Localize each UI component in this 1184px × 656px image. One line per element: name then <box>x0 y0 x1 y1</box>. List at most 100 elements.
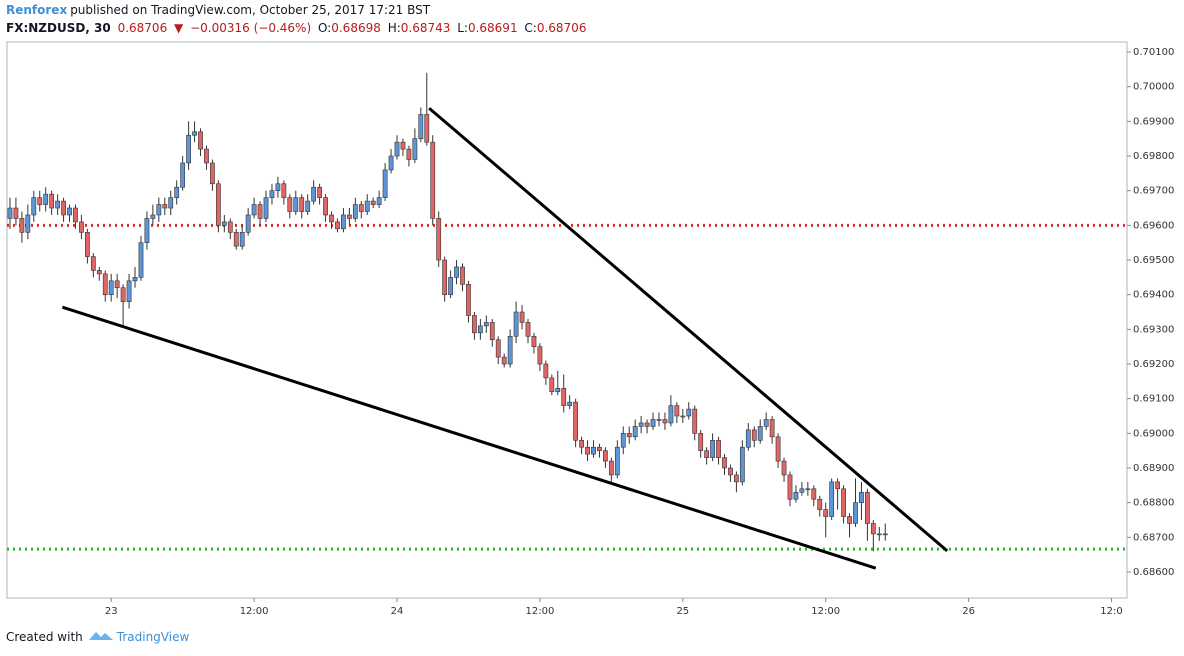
candle-body <box>662 419 668 424</box>
candle-body <box>162 204 168 209</box>
candle-body <box>477 325 483 334</box>
candle-body <box>96 270 102 275</box>
y-tick-label: 0.70000 <box>1133 82 1174 93</box>
candle-body <box>114 280 120 289</box>
candle-body <box>513 311 519 337</box>
candle-body <box>614 446 620 476</box>
y-tick-label: 0.69400 <box>1133 290 1174 301</box>
trend-line <box>61 305 877 570</box>
y-tick-label: 0.69500 <box>1133 255 1174 266</box>
candle-body <box>275 183 281 192</box>
candle-body <box>352 204 358 219</box>
candle-body <box>335 221 340 230</box>
candle-body <box>388 155 394 171</box>
candle-body <box>775 436 781 462</box>
high-label: H: <box>387 21 401 35</box>
candle-body <box>168 197 174 209</box>
candle-body <box>787 474 793 500</box>
publish-line: Renforex published on TradingView.com, Oc… <box>6 3 433 17</box>
candle-body <box>394 141 400 157</box>
candle-body <box>799 488 805 493</box>
candle-body <box>501 356 507 365</box>
candle-body <box>781 460 787 476</box>
tv-logo <box>89 632 113 640</box>
candle-body <box>269 190 275 198</box>
candle-body <box>61 200 66 216</box>
candle-body <box>841 488 846 517</box>
x-tick-label: 12:00 <box>240 606 269 617</box>
candle-body <box>370 200 376 205</box>
footer: Created with TradingView <box>6 630 189 644</box>
candle-body <box>811 488 817 500</box>
trend-line <box>428 107 949 552</box>
candle-body <box>180 162 186 188</box>
close-value: 0.68706 <box>536 21 587 35</box>
candle-body <box>489 322 495 341</box>
candle-body <box>418 114 424 140</box>
candle-body <box>299 197 305 212</box>
candle-body <box>793 491 799 500</box>
candle-body <box>495 339 501 358</box>
candle-body <box>174 186 180 198</box>
candle-body <box>436 218 442 261</box>
x-tick-label: 25 <box>676 606 689 617</box>
y-tick-label: 0.70100 <box>1133 47 1174 58</box>
candle-body <box>55 200 60 209</box>
candle-body <box>215 183 221 226</box>
candle-body <box>632 426 638 438</box>
candle-body <box>263 197 269 219</box>
candle-body <box>102 273 108 295</box>
brand[interactable]: TradingView <box>116 630 190 644</box>
candle-body <box>466 283 471 316</box>
candle-body <box>454 266 459 278</box>
quote-line: FX:NZDUSD, 30 0.68706 ▼ −0.00316 (−0.46%… <box>6 21 589 35</box>
candle-body <box>364 200 370 212</box>
low-label: L: <box>457 21 468 35</box>
candle-body <box>430 141 436 219</box>
y-tick-label: 0.69200 <box>1133 359 1174 370</box>
candle-body <box>251 204 257 216</box>
candle-body <box>239 232 245 247</box>
y-tick-label: 0.69600 <box>1133 220 1174 231</box>
candle-body <box>686 408 692 417</box>
candle-body <box>692 408 698 434</box>
candle-body <box>656 419 662 421</box>
candle-body <box>882 533 888 536</box>
candle-body <box>281 183 287 198</box>
candle-body <box>126 280 132 302</box>
candle-body <box>728 467 733 476</box>
candle-body <box>751 429 757 441</box>
candle-body <box>287 197 293 212</box>
y-tick-label: 0.68800 <box>1133 498 1174 509</box>
candle-body <box>859 491 864 503</box>
candle-body <box>233 232 239 247</box>
candle-body <box>597 446 602 451</box>
candle-body <box>448 277 453 295</box>
candle-body <box>567 401 573 406</box>
y-tick-label: 0.69100 <box>1133 394 1174 405</box>
candle-body <box>853 502 858 524</box>
author[interactable]: Renforex <box>6 3 68 17</box>
y-tick-label: 0.68900 <box>1133 463 1174 474</box>
candle-body <box>710 439 715 458</box>
close-label: C: <box>524 21 537 35</box>
candle-body <box>245 214 251 233</box>
y-tick-label: 0.69000 <box>1133 428 1174 439</box>
candle-body <box>585 446 590 455</box>
candle-body <box>25 214 31 233</box>
candle-body <box>561 387 567 406</box>
down-arrow: ▼ <box>174 21 184 35</box>
created-with: Created with <box>6 630 83 644</box>
candle-body <box>603 450 608 462</box>
candle-body <box>745 429 751 448</box>
candle-body <box>817 498 823 510</box>
candle-body <box>704 450 710 458</box>
candle-body <box>739 446 745 483</box>
candle-body <box>293 197 299 212</box>
candle-body <box>305 200 311 212</box>
open-label: O: <box>317 21 332 35</box>
candle-body <box>835 481 841 490</box>
candle-body <box>210 162 215 185</box>
